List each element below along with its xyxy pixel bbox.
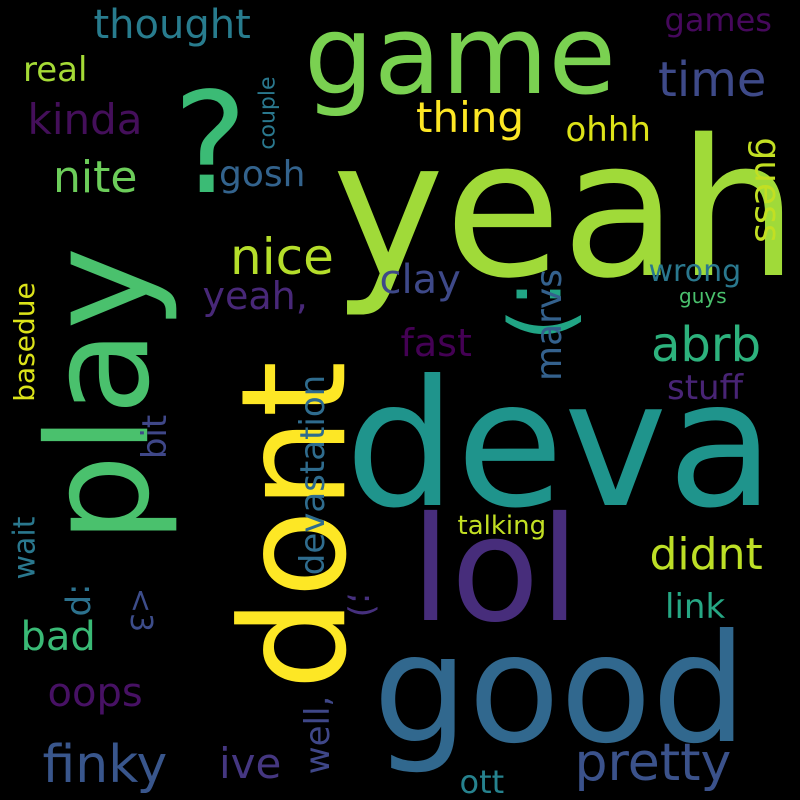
word-thought: thought — [93, 2, 251, 48]
word-guess: guess — [746, 137, 788, 243]
word-talking: talking — [457, 511, 547, 541]
word-lol: lol — [410, 485, 580, 655]
word-guys: guys — [679, 284, 727, 308]
word-abrb: abrb — [651, 317, 762, 373]
word-yeah-comma: yeah, — [202, 274, 308, 318]
word-basedue: basedue — [7, 282, 41, 402]
word-games: games — [664, 1, 772, 39]
word-stuff: stuff — [667, 368, 744, 408]
word-marvs: marvs — [529, 269, 570, 381]
word-link: link — [665, 587, 726, 627]
word-gosh: gosh — [219, 154, 306, 195]
word-good: good — [373, 603, 747, 777]
word-clay: clay — [379, 257, 461, 303]
word-deva: deva — [345, 343, 775, 547]
word-game: game — [304, 0, 617, 119]
word-thing: thing — [416, 93, 525, 142]
word-bit: bit — [135, 414, 176, 460]
word-ott: ott — [459, 763, 505, 800]
word-heart: <3 — [123, 587, 159, 633]
word-question: ? — [173, 63, 248, 226]
word-well-comma: well, — [298, 695, 339, 775]
word-pretty: pretty — [574, 733, 732, 793]
word-ive: ive — [219, 739, 282, 788]
word-tongue: :p — [62, 583, 103, 617]
word-devastation: devastation — [293, 374, 334, 576]
word-oops: oops — [47, 670, 143, 716]
word-wink: ;) — [341, 592, 382, 618]
word-yeah: yeah — [332, 99, 799, 320]
word-fast: fast — [400, 321, 472, 365]
word-ohhh: ohhh — [565, 110, 651, 150]
word-nice: nice — [230, 228, 334, 286]
word-time: time — [658, 52, 767, 108]
word-play: play — [18, 246, 182, 544]
word-nite: nite — [53, 152, 138, 203]
word-finky: finky — [42, 735, 168, 795]
word-bad: bad — [20, 614, 96, 660]
word-kinda: kinda — [27, 95, 143, 144]
word-wrong: wrong — [648, 254, 742, 289]
word-wait: wait — [7, 516, 43, 580]
word-didnt: didnt — [649, 529, 763, 580]
word-couple: couple — [255, 76, 281, 150]
word-real: real — [23, 50, 88, 90]
